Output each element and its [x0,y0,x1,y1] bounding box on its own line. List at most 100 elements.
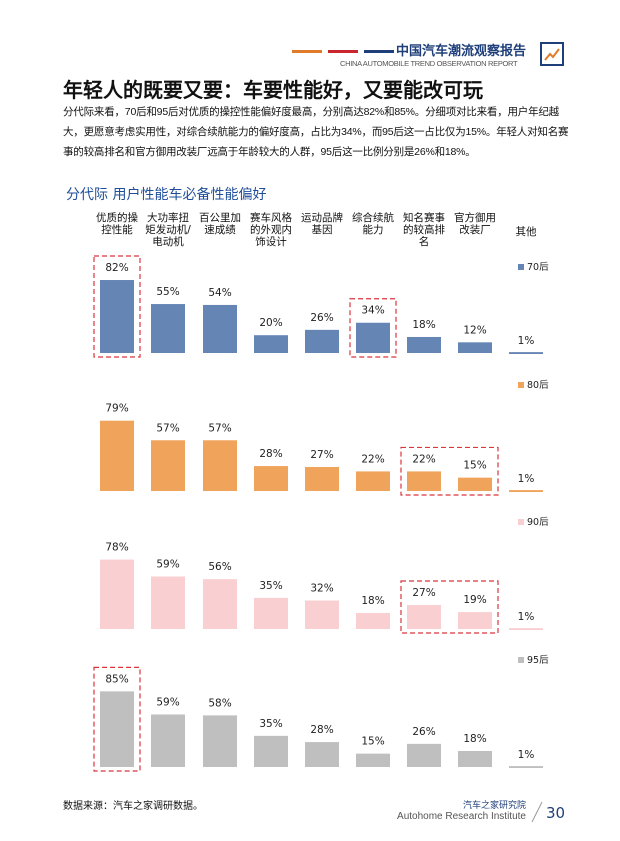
data-label: 15% [361,736,384,748]
legend-label: 80后 [527,380,549,391]
bar [100,420,134,491]
data-label: 78% [105,542,128,554]
data-label: 12% [463,324,486,336]
data-label: 1% [518,611,535,623]
category-label: 官方御用改装厂 [454,212,496,236]
bar [458,612,492,629]
highlight-box [400,446,499,496]
data-label: 22% [412,453,435,465]
bar [458,342,492,353]
data-label: 82% [105,262,128,274]
header-stripe-orange [292,50,322,53]
bar [407,471,441,491]
bar [305,600,339,629]
page-title: 年轻人的既要又要：车要性能好，又要能改可玩 [63,78,483,102]
category-label: 知名赛事的较高排名 [403,212,445,248]
chart-title: 分代际 用户性能车必备性能偏好 [66,187,267,203]
data-label: 1% [518,749,535,761]
bar [305,466,339,491]
data-label: 59% [156,558,179,570]
data-label: 85% [105,673,128,685]
bar [407,336,441,353]
intro-paragraph: 分代际来看，70后和95后对优质的操控性能偏好度最高，分别高达82%和85%。分… [63,106,569,158]
data-label: 15% [463,460,486,472]
org-name-en: Autohome Research Institute [397,811,526,822]
bar [203,440,237,491]
data-label: 18% [412,319,435,331]
divider-slash [531,801,543,823]
bar [305,329,339,353]
data-label: 28% [310,724,333,736]
data-label: 18% [463,733,486,745]
bar [203,579,237,629]
data-label: 55% [156,286,179,298]
bar [100,280,134,353]
bar [509,490,543,491]
data-label: 18% [361,595,384,607]
bar [254,335,288,353]
data-label: 79% [105,403,128,415]
data-label: 1% [518,473,535,485]
bar [151,714,185,767]
bar [254,735,288,767]
legend-label: 95后 [527,655,549,666]
highlight-box [93,666,141,772]
data-label: 19% [463,594,486,606]
data-label: 57% [208,422,231,434]
bar [509,766,543,767]
brand-title: 中国汽车潮流观察报告 [396,44,527,59]
data-label: 35% [259,580,282,592]
header-stripe-blue [364,50,394,53]
bar [509,628,543,629]
data-label: 56% [208,561,231,573]
category-label: 百公里加速成绩 [199,212,241,236]
bar [407,743,441,767]
data-label: 27% [412,587,435,599]
data-label: 54% [208,287,231,299]
bar [356,322,390,353]
bar [305,742,339,767]
category-label: 运动品牌基因 [301,212,343,236]
bar [407,604,441,629]
data-label: 26% [310,312,333,324]
data-label: 59% [156,696,179,708]
bar [356,471,390,491]
highlight-box [400,580,499,634]
org-name-cn: 汽车之家研究院 [462,801,526,811]
bar [509,352,543,353]
trend-chart-icon [540,42,564,66]
data-label: 22% [361,453,384,465]
legend-label: 70后 [527,262,549,273]
legend-swatch [518,264,524,270]
data-label: 57% [156,422,179,434]
legend-swatch [518,657,524,663]
bar [100,691,134,767]
bar [254,466,288,491]
bar [458,750,492,767]
data-label: 58% [208,697,231,709]
data-label: 26% [412,726,435,738]
category-label: 优质的操控性能 [96,212,138,236]
bar [458,477,492,491]
legend-label: 90后 [527,517,549,528]
page-number: 30 [546,804,566,822]
category-label: 大功率扭矩发动机/电动机 [145,212,191,248]
bar [151,440,185,491]
category-label: 其他 [515,226,537,238]
bar [203,304,237,353]
highlight-box [93,255,141,358]
data-label: 28% [259,448,282,460]
data-label: 1% [518,335,535,347]
data-label: 32% [310,583,333,595]
data-label: 34% [361,305,384,317]
brand-subtitle: CHINA AUTOMOBILE TREND OBSERVATION REPOR… [340,59,518,68]
legend-swatch [518,519,524,525]
bar [151,576,185,629]
data-label: 20% [259,317,282,329]
category-label: 综合续航能力 [352,212,394,236]
data-label: 35% [259,718,282,730]
data-label: 27% [310,449,333,461]
category-label: 赛车风格的外观内饰设计 [250,212,292,248]
bar [100,559,134,629]
